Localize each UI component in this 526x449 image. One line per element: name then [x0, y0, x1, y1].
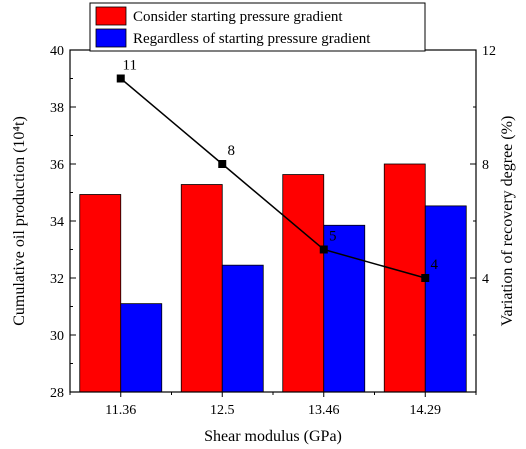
- bar-consider-0: [79, 194, 122, 393]
- bars: [79, 163, 467, 393]
- y-tick-label-3: 34: [50, 215, 64, 230]
- bar-consider-1: [180, 184, 223, 393]
- y2-tick-label-2: 12: [482, 44, 496, 59]
- recovery-data-label-3: 4: [431, 257, 439, 273]
- y-tick-label-6: 40: [50, 44, 64, 59]
- x-tick-label-3: 14.29: [410, 403, 442, 418]
- bar-regardless-0: [120, 303, 163, 393]
- recovery-point-3: [421, 274, 430, 282]
- axes: 28 30 32 34 36 38 40 4 8 12 11.36 12.5 13.46 14.29 She…: [11, 44, 516, 445]
- bar-regardless-3: [424, 205, 467, 393]
- legend-box: [89, 2, 426, 52]
- recovery-data-label-0: 11: [123, 58, 137, 74]
- y-tick-label-4: 36: [50, 158, 64, 173]
- recovery-data-label-1: 8: [228, 143, 236, 159]
- y-tick-label-5: 38: [50, 101, 64, 116]
- y-tick-label-1: 30: [50, 329, 64, 344]
- bar-regardless-2: [323, 224, 366, 393]
- x-axis-title: Shear modulus (GPa): [204, 428, 342, 445]
- y-tick-label-2: 32: [50, 272, 64, 287]
- legend-swatch-0: [95, 6, 127, 26]
- legend: Consider starting pressure gradient Regar…: [89, 2, 426, 52]
- bar-regardless-1: [221, 264, 264, 393]
- recovery-data-label-2: 5: [329, 229, 337, 245]
- recovery-point-2: [319, 245, 328, 254]
- y2-axis-title: Variation of recovery degree (%): [499, 116, 516, 327]
- y-tick-label-0: 28: [50, 386, 64, 401]
- recovery-point-1: [218, 160, 227, 168]
- y2-tick-label-1: 8: [482, 158, 489, 173]
- bar-consider-3: [383, 163, 426, 393]
- x-tick-label-1: 12.5: [210, 403, 235, 418]
- recovery-line-series: 11 8 5 4: [116, 58, 439, 282]
- y-axis-title: Cumulative oil production (10⁴t): [11, 116, 28, 326]
- legend-label-1: Regardless of starting pressure gradient: [133, 31, 371, 47]
- bar-consider-2: [282, 174, 325, 393]
- recovery-point-0: [116, 74, 125, 83]
- x-tick-label-2: 13.46: [308, 403, 340, 418]
- x-tick-label-0: 11.36: [105, 403, 136, 418]
- legend-label-0: Consider starting pressure gradient: [133, 9, 343, 25]
- recovery-line: [120, 77, 426, 279]
- y2-tick-label-0: 4: [482, 272, 489, 287]
- legend-swatch-1: [95, 28, 127, 48]
